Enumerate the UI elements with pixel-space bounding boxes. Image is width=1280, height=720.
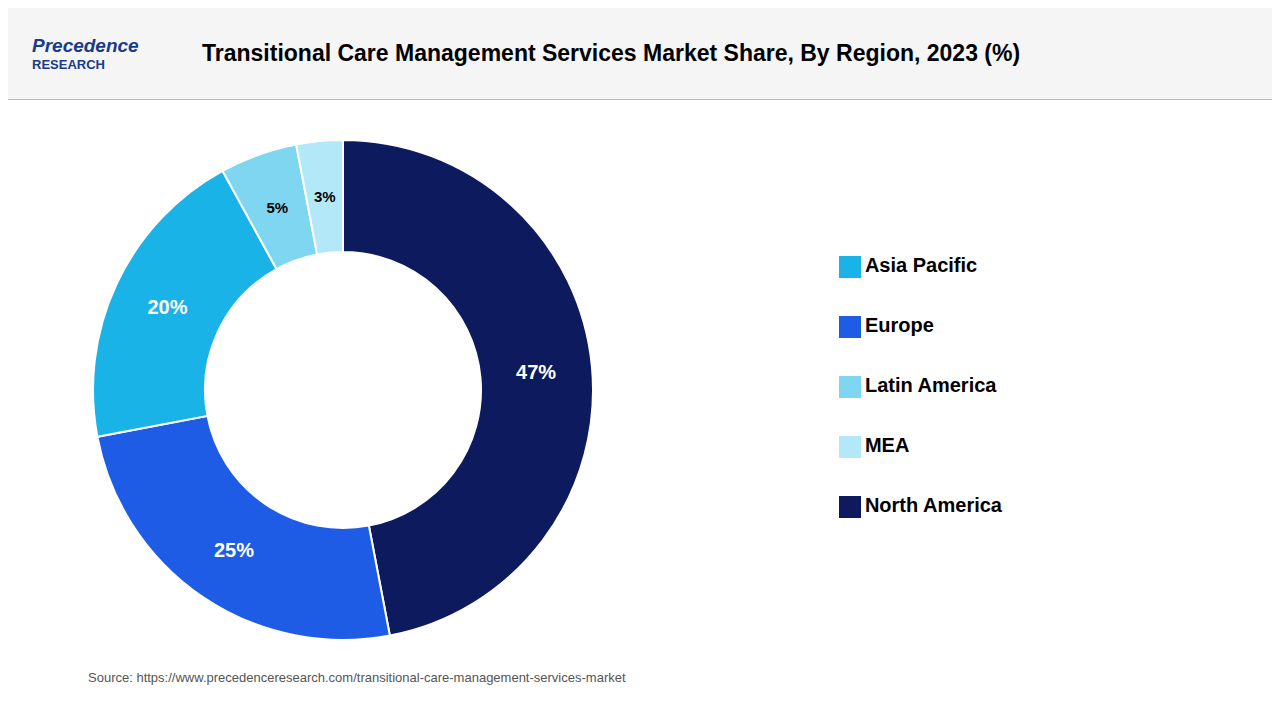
html-text:Europe: Europe: [864, 314, 934, 336]
html-text:Asia Pacific: Asia Pacific: [864, 254, 978, 276]
html-text:MEA: MEA: [864, 434, 910, 456]
html-text:Precedence: Precedence: [32, 35, 139, 56]
html-text:North America: North America: [864, 494, 1002, 516]
svg-text:47%: 47%: [516, 361, 556, 383]
html-text:RESEARCH: RESEARCH: [32, 57, 105, 72]
svg-text:5%: 5%: [266, 199, 288, 216]
html-text:Source: https://www.precedence: Source: https://www.precedenceresearch.c…: [88, 670, 626, 685]
svg-text:25%: 25%: [214, 539, 254, 561]
svg-text:20%: 20%: [147, 296, 187, 318]
html-text:Latin America: Latin America: [864, 374, 997, 396]
html-text:Transitional Care Management S: Transitional Care Management Services Ma…: [202, 40, 1021, 66]
svg-text:3%: 3%: [314, 188, 336, 205]
